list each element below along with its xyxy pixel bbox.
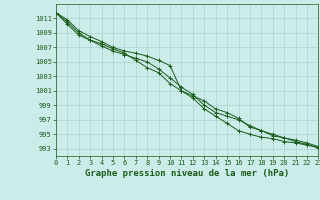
X-axis label: Graphe pression niveau de la mer (hPa): Graphe pression niveau de la mer (hPa) — [85, 169, 289, 178]
